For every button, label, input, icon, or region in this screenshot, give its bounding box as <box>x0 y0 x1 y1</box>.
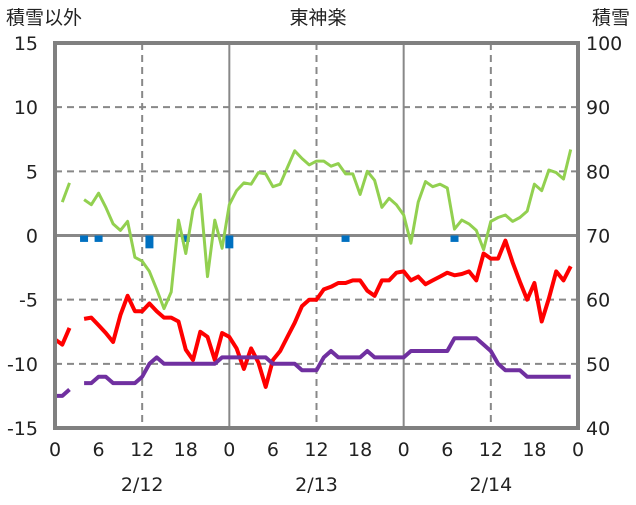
y-tick-right: 40 <box>586 418 610 440</box>
date-label: 2/12 <box>121 474 164 496</box>
x-tick: 0 <box>572 439 584 461</box>
series-purple <box>55 336 571 398</box>
y-tick-right: 50 <box>586 354 610 376</box>
x-tick: 0 <box>49 439 61 461</box>
snowfall-bar <box>80 235 89 242</box>
x-tick: 6 <box>267 439 279 461</box>
y-tick-left: -10 <box>7 354 38 376</box>
snowfall-bar <box>145 235 154 249</box>
snowfall-bar <box>225 235 234 249</box>
x-tick: 6 <box>93 439 105 461</box>
x-tick: 18 <box>348 439 372 461</box>
x-tick: 12 <box>304 439 328 461</box>
x-tick: 18 <box>174 439 198 461</box>
y-tick-right: 80 <box>586 161 610 183</box>
right-axis-label: 積雪 <box>592 7 630 29</box>
snowfall-bar <box>94 235 103 242</box>
x-tick: 12 <box>130 439 154 461</box>
snowfall-bar <box>181 235 190 242</box>
x-tick: 12 <box>479 439 503 461</box>
series-red <box>53 238 573 389</box>
plot-frame <box>53 41 580 430</box>
x-tick: 18 <box>522 439 546 461</box>
y-tick-right: 90 <box>586 97 610 119</box>
plot-border <box>53 41 580 430</box>
y-tick-left: -15 <box>7 418 38 440</box>
series-green <box>60 149 573 311</box>
left-axis-label: 積雪以外 <box>6 7 82 29</box>
y-tick-left: -5 <box>19 290 38 312</box>
y-tick-right: 70 <box>586 226 610 248</box>
y-tick-left: 5 <box>26 161 38 183</box>
y-tick-left: 10 <box>14 97 38 119</box>
series-lines <box>53 149 573 398</box>
snowfall-bar <box>341 235 350 242</box>
date-label: 2/14 <box>469 474 512 496</box>
x-tick: 6 <box>441 439 453 461</box>
snowfall-bar <box>450 235 459 242</box>
x-tick: 0 <box>398 439 410 461</box>
y-tick-left: 15 <box>14 33 38 55</box>
y-tick-left: 0 <box>26 226 38 248</box>
date-label: 2/13 <box>295 474 338 496</box>
chart-title: 東神楽 <box>289 7 346 29</box>
x-tick: 0 <box>223 439 235 461</box>
y-tick-right: 60 <box>586 290 610 312</box>
y-tick-right: 100 <box>586 33 622 55</box>
bars <box>80 235 459 249</box>
